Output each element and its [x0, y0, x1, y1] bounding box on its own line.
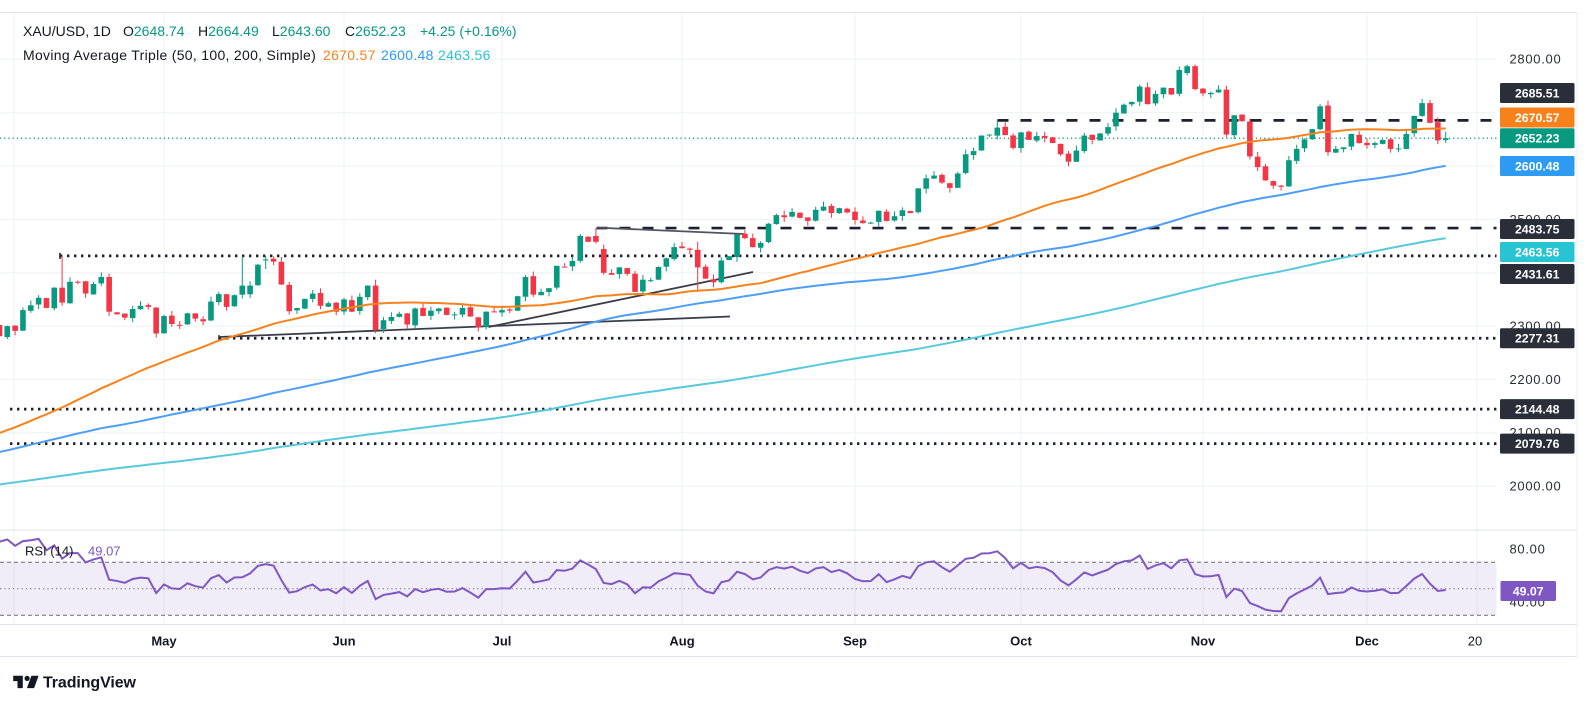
- svg-text:Nov: Nov: [1191, 634, 1216, 649]
- svg-text:2463.56: 2463.56: [1515, 245, 1560, 259]
- svg-text:80.00: 80.00: [1510, 541, 1546, 556]
- svg-text:20: 20: [1468, 634, 1482, 649]
- svg-text:Dec: Dec: [1355, 634, 1379, 649]
- svg-text:2079.76: 2079.76: [1515, 437, 1560, 451]
- svg-text:2200.00: 2200.00: [1510, 372, 1562, 387]
- svg-text:Moving Average Triple (50, 100: Moving Average Triple (50, 100, 200, Sim…: [23, 47, 491, 63]
- svg-text:Jul: Jul: [493, 634, 512, 649]
- svg-text:2685.51: 2685.51: [1515, 86, 1560, 100]
- svg-text:2600.48: 2600.48: [1515, 159, 1560, 173]
- svg-text:Sep: Sep: [843, 634, 867, 649]
- svg-text:2144.48: 2144.48: [1515, 402, 1560, 416]
- svg-text:2000.00: 2000.00: [1510, 479, 1562, 494]
- svg-text:2431.61: 2431.61: [1515, 267, 1560, 281]
- svg-text:May: May: [151, 634, 177, 649]
- svg-text:Jun: Jun: [332, 634, 355, 649]
- svg-text:TradingView: TradingView: [43, 675, 137, 692]
- svg-text:2277.31: 2277.31: [1515, 332, 1560, 346]
- svg-text:2800.00: 2800.00: [1510, 52, 1562, 67]
- svg-text:49.07: 49.07: [1513, 584, 1544, 598]
- svg-text:2652.23: 2652.23: [1515, 132, 1560, 146]
- svg-text:2670.57: 2670.57: [1515, 111, 1560, 125]
- svg-text:Oct: Oct: [1010, 634, 1032, 649]
- svg-text:RSI (14) 49.07: RSI (14) 49.07: [25, 544, 121, 559]
- svg-text:Aug: Aug: [669, 634, 694, 649]
- svg-text:2483.75: 2483.75: [1515, 222, 1560, 236]
